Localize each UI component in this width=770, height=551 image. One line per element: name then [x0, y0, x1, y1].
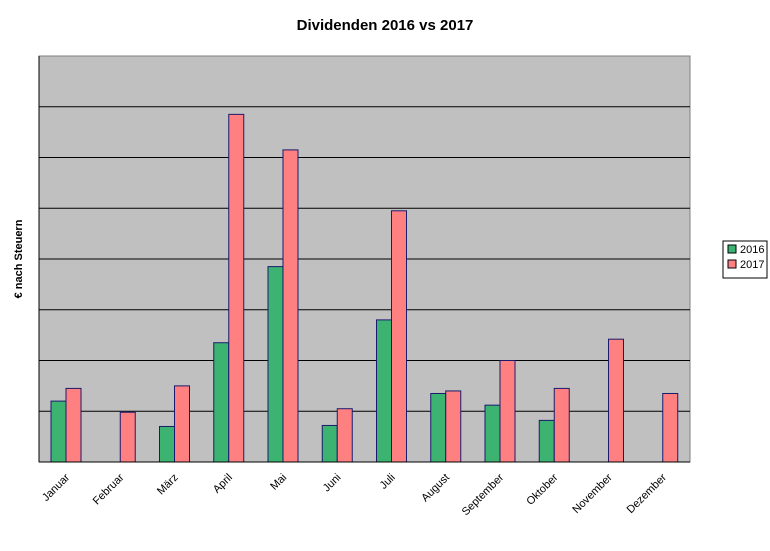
bar-2016-märz	[159, 425, 175, 463]
bar-2017-september	[499, 360, 516, 463]
bar-2016-januar	[50, 400, 67, 463]
bars	[50, 113, 679, 463]
legend-label-2017: 2017	[740, 259, 764, 271]
bar-2017-märz	[174, 385, 190, 463]
bar-2016-juni	[321, 424, 338, 463]
x-tick-label: September	[460, 471, 507, 518]
x-tick-label: Mai	[268, 472, 289, 493]
x-axis-ticks: Januar Februar März April Mai Juni Juli August S…	[40, 471, 669, 518]
bar-2016-april	[213, 342, 230, 463]
x-tick-label: Oktober	[524, 471, 560, 507]
bar-2017-august	[445, 390, 462, 463]
y-axis-label: € nach Steuern	[13, 219, 25, 298]
x-tick-label: August	[419, 472, 452, 505]
legend-label-2016: 2016	[740, 244, 764, 256]
x-tick-label: März	[155, 472, 181, 498]
bar-2016-september	[484, 404, 501, 463]
legend-items: 2016 2017	[727, 244, 764, 271]
legend-swatch-2017	[727, 259, 737, 269]
chart-title: Dividenden 2016 vs 2017	[297, 17, 474, 34]
bar-2017-oktober	[553, 387, 570, 463]
bar-2017-dezember	[662, 392, 679, 463]
bar-2017-juli	[391, 210, 407, 463]
bar-2017-mai	[282, 149, 299, 463]
gridlines	[39, 106, 690, 412]
x-tick-label: November	[570, 471, 615, 516]
x-tick-label: April	[211, 472, 235, 496]
bar-2016-oktober	[538, 419, 555, 463]
x-tick-label: Juli	[378, 472, 398, 492]
x-tick-label: Juni	[321, 472, 344, 495]
bar-2016-august	[430, 392, 447, 463]
bar-2017-februar	[119, 411, 136, 463]
x-tick-label: Februar	[91, 471, 127, 507]
bar-2016-mai	[267, 266, 284, 463]
bar-2017-juni	[336, 408, 353, 463]
bar-2017-januar	[65, 387, 82, 463]
bar-2016-juli	[376, 319, 392, 463]
bar-2017-november	[608, 338, 624, 463]
legend-swatch-2016	[727, 244, 737, 254]
x-tick-label: Januar	[40, 471, 73, 504]
bar-2017-april	[228, 113, 245, 463]
x-tick-label: Dezember	[625, 471, 670, 516]
legend: 2016 2017	[722, 240, 768, 279]
